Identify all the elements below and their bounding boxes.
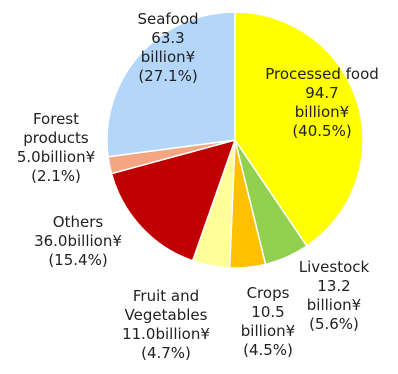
label-line: Forest xyxy=(33,110,79,128)
slice-others xyxy=(110,138,237,262)
label-line: Seafood xyxy=(137,10,198,28)
pie-slices xyxy=(106,11,364,269)
label-line: (4.7%) xyxy=(141,344,191,362)
label-others: Others 36.0billion¥ (15.4%) xyxy=(34,213,122,269)
label-line: Processed food xyxy=(265,65,379,83)
label-line: Vegetables xyxy=(125,306,208,324)
label-line: 36.0billion¥ xyxy=(34,232,122,250)
label-forest-products: Forest products 5.0billion¥ (2.1%) xyxy=(17,110,95,185)
label-crops: Crops 10.5 billion¥ (4.5%) xyxy=(241,284,295,359)
slice-seafood xyxy=(106,11,236,158)
slice-processed-food xyxy=(234,11,364,248)
label-processed-food: Processed food 94.7 billion¥ (40.5%) xyxy=(265,65,379,140)
label-line: billion¥ xyxy=(241,322,295,340)
label-line: billion¥ xyxy=(307,296,361,314)
label-line: Livestock xyxy=(299,258,370,276)
label-livestock: Livestock 13.2 billion¥ (5.6%) xyxy=(299,258,370,333)
label-line: (40.5%) xyxy=(292,122,351,140)
label-fruit-and-vegetables: Fruit and Vegetables 11.0billion¥ (4.7%) xyxy=(122,287,210,362)
label-line: products xyxy=(23,129,89,147)
label-line: 63.3 xyxy=(151,29,184,47)
label-line: (15.4%) xyxy=(48,251,107,269)
label-line: (27.1%) xyxy=(138,67,197,85)
pie-labels: Processed food 94.7 billion¥ (40.5%)Livesto… xyxy=(17,10,379,362)
label-line: 13.2 xyxy=(317,277,350,295)
label-line: (5.6%) xyxy=(309,315,359,333)
label-line: 10.5 xyxy=(251,303,284,321)
label-line: Others xyxy=(53,213,104,231)
label-line: 94.7 xyxy=(305,84,338,102)
label-line: Crops xyxy=(247,284,290,302)
label-line: billion¥ xyxy=(141,48,195,66)
label-line: Fruit and xyxy=(133,287,199,305)
label-line: (4.5%) xyxy=(243,341,293,359)
label-line: 5.0billion¥ xyxy=(17,148,95,166)
label-line: 11.0billion¥ xyxy=(122,325,210,343)
label-line: billion¥ xyxy=(295,103,349,121)
label-seafood: Seafood 63.3 billion¥ (27.1%) xyxy=(137,10,198,85)
label-line: (2.1%) xyxy=(31,167,81,185)
